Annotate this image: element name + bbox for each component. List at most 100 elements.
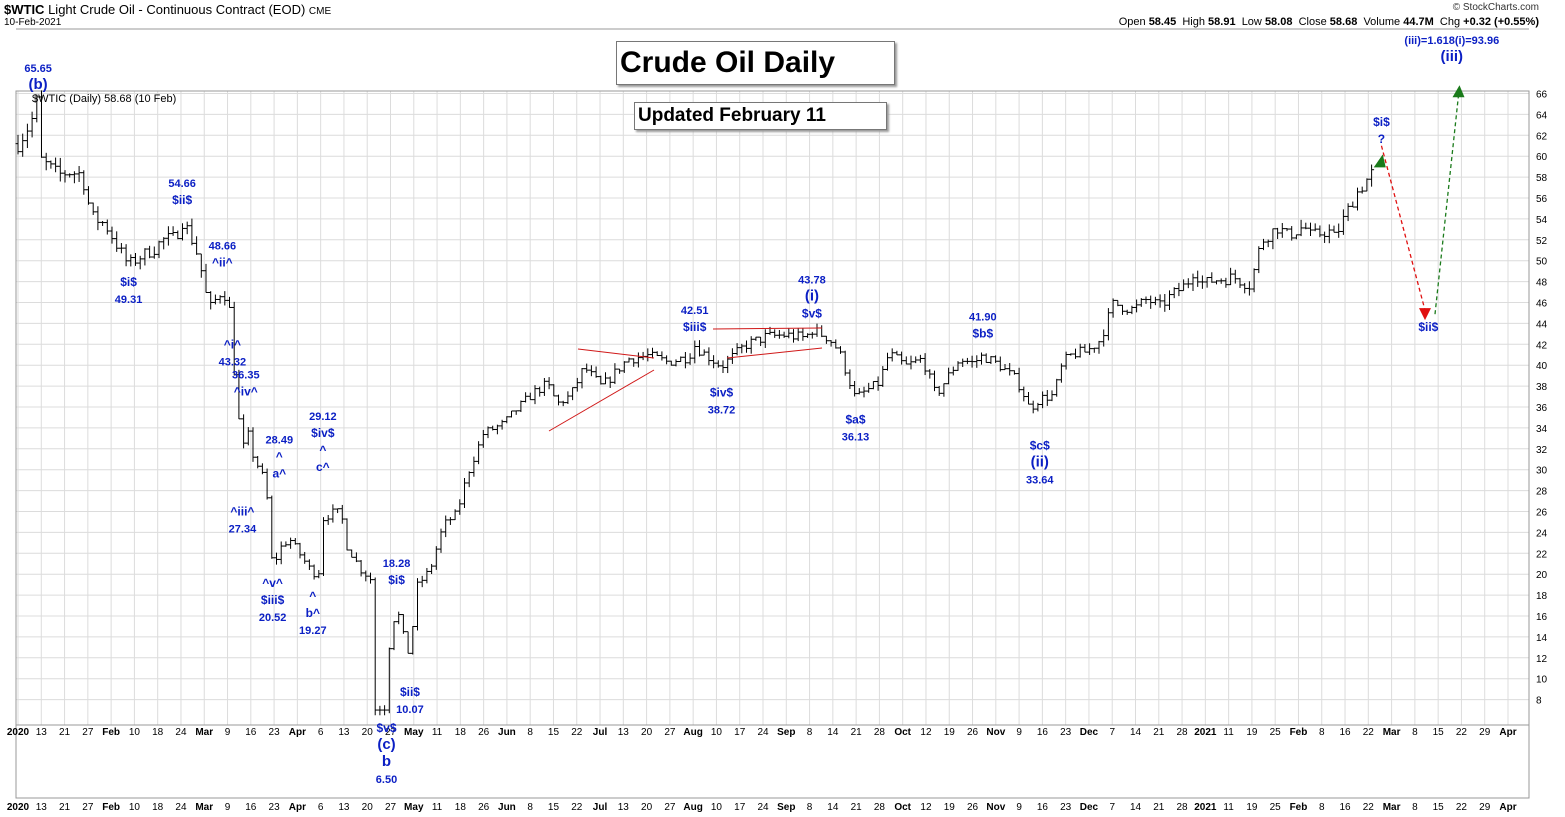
x-tick-label: 19	[1246, 727, 1258, 738]
x-tick-label: Jul	[593, 802, 608, 813]
x-tick-label: 24	[175, 727, 187, 738]
exchange: CME	[308, 6, 332, 17]
projection-arrows	[1373, 85, 1465, 321]
wave-label: a^	[272, 466, 286, 480]
x-tick-label: 18	[152, 802, 164, 813]
x-tick-label: 11	[1223, 727, 1234, 738]
x-tick-label: 10	[711, 727, 723, 738]
x-tick-label: Jun	[498, 802, 516, 813]
flag-lower-line	[726, 347, 823, 359]
x-tick-label: Oct	[894, 802, 911, 813]
x-tick-label: 8	[807, 802, 813, 813]
x-tick-label: 17	[734, 802, 746, 813]
lower-panel-frame	[15, 724, 1530, 799]
x-tick-label: 28	[1177, 727, 1189, 738]
y-tick-label: 60	[1536, 152, 1548, 163]
x-tick-label: 17	[734, 727, 746, 738]
triangle-lower-line	[548, 369, 655, 432]
x-tick-label: 13	[338, 802, 350, 813]
close-value: 58.68	[1329, 16, 1358, 28]
symbol: $WTIC	[4, 2, 45, 17]
x-tick-label: 22	[571, 727, 583, 738]
x-tick-label: 14	[827, 727, 839, 738]
y-tick-label: 20	[1536, 570, 1548, 581]
wave-label: $iv$	[311, 426, 335, 440]
wave-label: 42.51	[681, 305, 709, 317]
y-tick-label: 58	[1536, 173, 1548, 184]
x-tick-label: 18	[152, 727, 164, 738]
x-tick-label: 12	[920, 802, 932, 813]
wave-label: 27.34	[229, 523, 257, 535]
y-tick-label: 32	[1536, 445, 1548, 456]
x-tick-label: 26	[478, 727, 490, 738]
wave-label: ^	[309, 589, 316, 603]
ohlc-bars	[15, 90, 1375, 716]
x-tick-label: 27	[385, 802, 397, 813]
x-tick-label: 11	[432, 802, 443, 813]
x-tick-label: 14	[827, 802, 839, 813]
x-tick-label: 24	[757, 727, 769, 738]
y-tick-label: 38	[1536, 382, 1548, 393]
y-tick-label: 16	[1536, 612, 1548, 623]
x-tick-label: 10	[129, 802, 141, 813]
x-tick-label: 14	[1130, 802, 1142, 813]
up-arrowhead	[1452, 85, 1465, 98]
x-tick-label: Apr	[1499, 727, 1516, 738]
ohlc-summary: Open 58.45 High 58.91 Low 58.08 Close 58…	[1119, 16, 1539, 28]
x-tick-label: 22	[1456, 802, 1468, 813]
x-tick-label: 23	[269, 802, 281, 813]
x-tick-label: 9	[225, 727, 231, 738]
x-tick-label: 2021	[1194, 802, 1217, 813]
open-value: 58.45	[1148, 16, 1177, 28]
x-tick-label: 24	[175, 802, 187, 813]
x-tick-label: 21	[851, 802, 863, 813]
x-tick-label: 8	[807, 727, 813, 738]
y-tick-label: 28	[1536, 487, 1548, 498]
y-tick-label: 42	[1536, 340, 1548, 351]
x-tick-label: 11	[432, 727, 443, 738]
wave-label: $i$	[120, 275, 137, 289]
x-tick-label: 28	[874, 727, 886, 738]
x-tick-label: 18	[455, 802, 467, 813]
x-tick-label: 25	[1270, 727, 1282, 738]
x-tick-label: Sep	[777, 802, 795, 813]
y-tick-label: 62	[1536, 131, 1548, 142]
y-tick-label: 46	[1536, 299, 1548, 310]
low-label: Low	[1241, 16, 1262, 28]
x-tick-label: 8	[1412, 727, 1418, 738]
wave-label: 43.78	[798, 275, 826, 287]
wave-label: $iii$	[683, 320, 707, 334]
x-tick-label: 9	[1016, 727, 1022, 738]
volume-label: Volume	[1363, 16, 1401, 28]
wave-label: $iv$	[710, 386, 734, 400]
x-tick-label: Dec	[1080, 727, 1099, 738]
x-tick-label: Nov	[986, 727, 1005, 738]
wave-label: 43.32	[219, 357, 247, 369]
triangle-upper-line	[577, 348, 655, 359]
current-arrowhead	[1373, 154, 1386, 168]
x-tick-label: 21	[1153, 727, 1165, 738]
x-tick-label: 27	[82, 727, 94, 738]
x-tick-label: 8	[527, 727, 533, 738]
low-value: 58.08	[1264, 16, 1293, 28]
x-tick-label: 10	[129, 727, 141, 738]
x-tick-label: Mar	[1383, 802, 1401, 813]
wave-label: 65.65	[24, 63, 52, 75]
wave-label: $ii$	[400, 685, 420, 699]
x-tick-label: 10	[711, 802, 723, 813]
wave-label: ?	[1378, 132, 1385, 146]
x-tick-label: 6	[318, 727, 324, 738]
x-tick-label: 23	[1060, 727, 1072, 738]
x-tick-label: 16	[245, 802, 257, 813]
x-tick-label: 27	[385, 727, 397, 738]
x-tick-label: 15	[548, 802, 560, 813]
wave-label: $a$	[845, 413, 865, 427]
x-tick-label: 16	[1037, 727, 1049, 738]
wave-label: (c)	[377, 736, 395, 753]
wave-label: ^i^	[224, 338, 241, 352]
y-tick-label: 56	[1536, 194, 1548, 205]
x-tick-label: 2020	[7, 802, 30, 813]
x-tick-label: 28	[1177, 802, 1189, 813]
update-box: Updated February 11	[634, 102, 887, 130]
x-tick-label: 6	[318, 802, 324, 813]
